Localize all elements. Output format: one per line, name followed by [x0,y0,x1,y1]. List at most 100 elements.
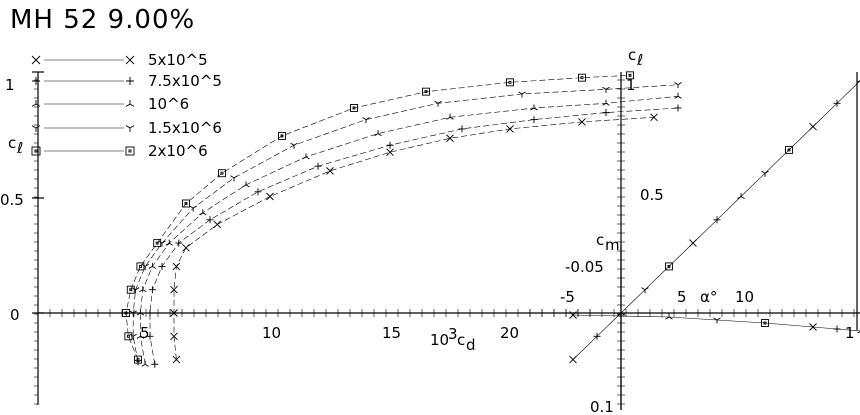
marker-x [172,262,181,271]
series-lift [569,80,860,364]
cd-tick-label: 5 [140,324,150,342]
marker-tri-up [530,104,538,111]
series-line [173,117,655,360]
legend-label: 2x10^6 [148,142,208,160]
marker-tri-up [148,262,157,269]
series-line [140,96,679,365]
marker-plus [126,77,134,85]
marker-tri-up [139,286,147,293]
marker-x [31,55,41,65]
legend-entry: 5x10^5 [31,51,208,69]
marker-box-dot [508,80,512,84]
marker-box-dot [667,264,671,268]
cl-right-end-label: 1 [845,324,855,342]
marker-plus [833,325,841,333]
marker-plus [146,309,154,317]
marker-tri-up [665,313,673,320]
marker-tri-down [290,142,298,149]
marker-box [278,131,286,140]
cm-tick-label: -0.05 [565,258,604,276]
series-line [149,107,679,365]
marker-box [506,78,514,87]
marker-box [665,262,673,271]
marker-plus [314,162,322,170]
marker-plus [530,116,538,124]
marker-tri-down [674,82,682,89]
marker-box [785,145,793,154]
cl-axis-label-right: c [628,46,636,64]
marker-tri-down [434,100,442,107]
marker-plus [32,77,40,85]
series-polar [170,113,658,364]
marker-x [578,118,586,126]
marker-tri-down [641,287,649,294]
cd-axis-label: 10 [430,331,449,349]
marker-plus [833,99,841,107]
marker-box [126,285,135,294]
legend-label: 1.5x10^6 [148,119,222,137]
marker-x [809,323,817,331]
marker-x [569,311,577,319]
cd-tick-label: 15 [382,324,401,342]
marker-box-dot [184,202,188,205]
alpha-axis-label: α° [700,288,717,306]
legend-label: 10^6 [148,95,189,113]
marker-tri-up [857,331,860,334]
marker-x [386,148,394,157]
marker-plus [206,216,214,224]
marker-tri-down [134,359,142,366]
marker-tri-down [31,125,41,132]
marker-x [170,332,178,341]
cl-axis-label-right-sub: ℓ [636,51,643,69]
marker-tri-up [165,239,173,246]
marker-box-dot [424,90,428,94]
series-line [132,84,679,362]
alpha-tick-label: -5 [560,288,575,306]
marker-x [326,167,334,175]
marker-x [569,355,577,364]
marker-box-dot [128,149,132,153]
marker-tri-up [199,209,207,216]
marker-box-dot [138,264,142,268]
marker-tri-up [374,130,382,137]
legend-entry: 10^6 [31,95,189,113]
marker-tri-up [737,193,745,199]
chart-title: MH 52 9.00% [10,5,195,35]
legend-entry: 2x10^6 [31,142,208,160]
marker-box [350,104,358,112]
marker-tri-down [131,287,140,294]
marker-tri-up [602,99,610,106]
marker-x [170,309,178,317]
marker-tri-up [674,92,682,99]
marker-x [266,192,274,201]
marker-box-dot [126,334,130,338]
marker-plus [175,239,183,247]
cd-axis-label-sub: d [466,336,476,354]
marker-plus [593,332,601,340]
series-line [125,75,631,360]
cl-tick-label: 1 [5,76,15,94]
cd-axis-label-c: c [457,331,465,349]
marker-tri-down [125,125,135,132]
marker-x [506,125,514,133]
marker-box [134,355,142,364]
alpha-tick-label: 10 [735,288,754,306]
marker-box-dot [136,358,140,362]
marker-plus [458,125,466,133]
legend: 5x10^5 7.5x10^5 10^6 1.5x10^6 2x10^6 [31,51,222,160]
cm-tick-label: 0.1 [590,398,614,415]
marker-tri-down [158,240,166,247]
cd-axis-label-sup: 3 [448,325,458,343]
marker-tri-down [602,86,610,93]
marker-x [809,122,817,131]
series-polar [146,104,682,368]
cl-right-one-label: 1 [626,76,636,94]
marker-plus [254,188,262,196]
marker-plus [713,216,721,224]
marker-plus [148,286,156,294]
marker-x [170,285,178,294]
marker-box-dot [580,76,584,80]
axes [32,71,860,410]
